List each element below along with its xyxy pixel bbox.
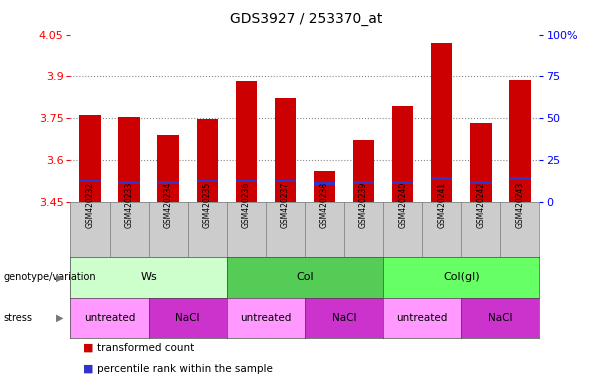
Bar (353, 140, 375, 202)
Text: GSM420235: GSM420235 (203, 182, 211, 228)
Text: untreated: untreated (84, 313, 135, 323)
Bar (197, 119, 218, 202)
Text: Col(gl): Col(gl) (443, 272, 479, 283)
Bar (79, 115, 101, 202)
Text: GSM420237: GSM420237 (281, 182, 290, 228)
Text: transformed count: transformed count (97, 343, 194, 353)
Text: GSM420240: GSM420240 (398, 182, 407, 228)
Bar (235, 180, 257, 182)
Bar (392, 106, 413, 202)
Bar (353, 181, 375, 184)
Text: NaCl: NaCl (175, 313, 200, 323)
Text: ▶: ▶ (56, 272, 63, 283)
Text: untreated: untreated (397, 313, 448, 323)
Bar (235, 81, 257, 202)
Bar (118, 117, 140, 202)
Bar (509, 79, 531, 202)
Bar (118, 181, 140, 184)
Bar (392, 181, 413, 184)
Text: GSM420238: GSM420238 (320, 182, 329, 228)
Text: GSM420233: GSM420233 (124, 182, 134, 228)
Text: GSM420236: GSM420236 (242, 182, 251, 228)
Text: GSM420232: GSM420232 (86, 182, 94, 228)
Text: genotype/variation: genotype/variation (3, 272, 96, 283)
Text: ▶: ▶ (56, 313, 63, 323)
Bar (470, 181, 492, 184)
Text: percentile rank within the sample: percentile rank within the sample (97, 364, 273, 374)
Bar (158, 135, 179, 202)
Bar (158, 181, 179, 184)
Bar (431, 43, 452, 202)
Text: Ws: Ws (140, 272, 157, 283)
Bar (275, 98, 296, 202)
Bar (79, 180, 101, 182)
Text: stress: stress (3, 313, 32, 323)
Text: untreated: untreated (240, 313, 292, 323)
Text: NaCl: NaCl (332, 313, 356, 323)
Text: ■: ■ (83, 343, 93, 353)
Bar (470, 123, 492, 202)
Text: GSM420234: GSM420234 (164, 182, 173, 228)
Bar (197, 180, 218, 182)
Text: GSM420239: GSM420239 (359, 182, 368, 228)
Text: Col: Col (296, 272, 314, 283)
Text: NaCl: NaCl (488, 313, 512, 323)
Text: GSM420242: GSM420242 (476, 182, 485, 228)
Text: GSM420241: GSM420241 (437, 182, 446, 228)
Bar (509, 177, 531, 180)
Bar (314, 182, 335, 185)
Bar (275, 180, 296, 182)
Bar (431, 177, 452, 180)
Text: ■: ■ (83, 364, 93, 374)
Bar (314, 171, 335, 202)
Text: GSM420243: GSM420243 (516, 182, 524, 228)
Text: GDS3927 / 253370_at: GDS3927 / 253370_at (230, 12, 383, 26)
